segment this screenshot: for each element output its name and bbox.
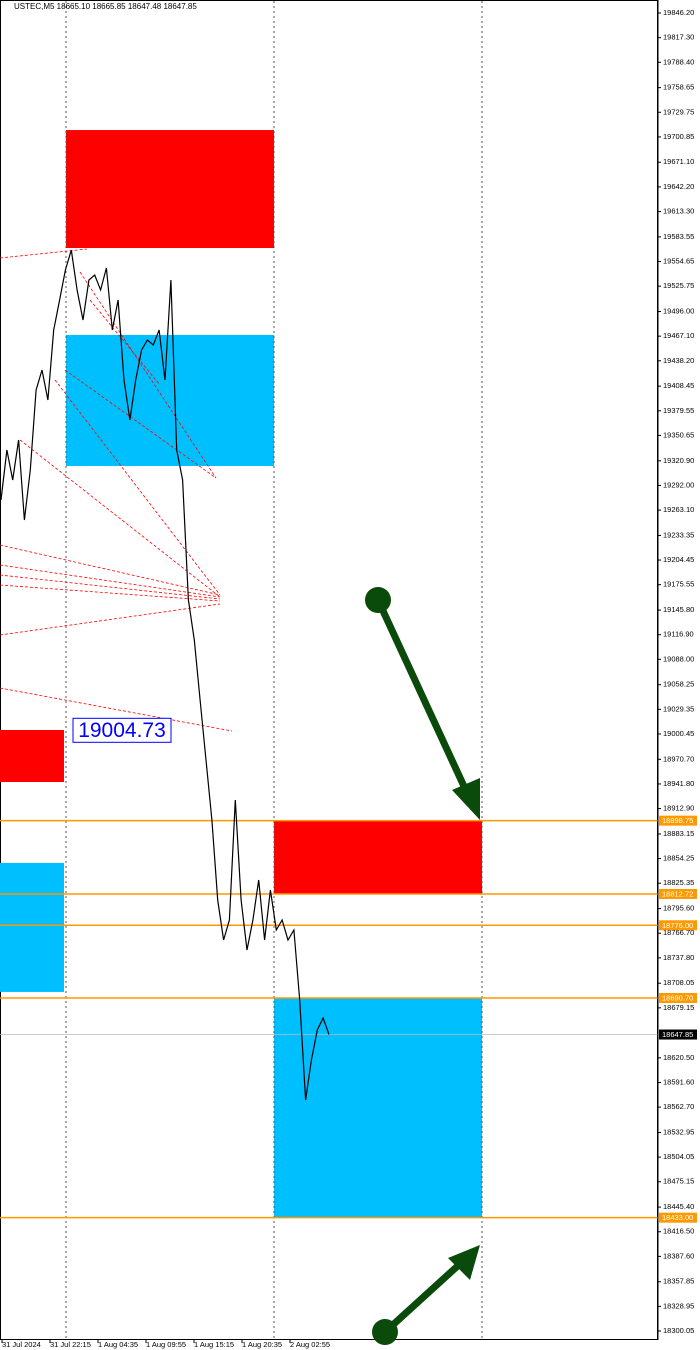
y-tick-label: 18912.90 — [663, 804, 694, 813]
price-level-tag — [659, 888, 697, 899]
y-tick-label: 19729.75 — [663, 107, 694, 116]
arrows — [365, 587, 480, 1345]
zone — [274, 820, 482, 894]
y-tick-label: 18737.80 — [663, 953, 694, 962]
y-tick-label: 19642.20 — [663, 182, 694, 191]
y-tick-label: 18532.95 — [663, 1127, 694, 1136]
price-level-label: 18690.70 — [662, 993, 693, 1002]
y-tick-label: 18854.25 — [663, 854, 694, 863]
y-tick-label: 19204.45 — [663, 555, 694, 564]
y-tick-label: 18416.50 — [663, 1227, 694, 1236]
y-tick-label: 19263.10 — [663, 505, 694, 514]
y-tick-label: 18387.60 — [663, 1251, 694, 1260]
y-tick-label: 19817.30 — [663, 33, 694, 42]
zone — [0, 729, 64, 782]
y-tick-label: 19175.55 — [663, 580, 694, 589]
y-tick-label: 19058.25 — [663, 680, 694, 689]
annotation-box — [72, 717, 172, 743]
x-tick-label: 31 Jul 22:15 — [50, 1340, 91, 1349]
current-price-label: 18647.85 — [662, 1030, 693, 1039]
y-tick-label: 19758.65 — [663, 83, 694, 92]
y-tick-label: 19438.20 — [663, 356, 694, 365]
zone — [66, 334, 274, 466]
y-tick-label: 18766.70 — [663, 928, 694, 937]
y-tick-label: 18300.05 — [663, 1326, 694, 1335]
x-tick-label: 1 Aug 20:35 — [242, 1340, 282, 1349]
current-price-tag — [659, 1029, 697, 1040]
y-tick-label: 19671.10 — [663, 157, 694, 166]
y-tick-label: 18504.05 — [663, 1152, 694, 1161]
y-tick-label: 19320.90 — [663, 456, 694, 465]
y-tick-label: 18970.70 — [663, 754, 694, 763]
y-tick-label: 18562.70 — [663, 1102, 694, 1111]
y-tick-label: 19233.35 — [663, 530, 694, 539]
header: USTEC,M5 18665.10 18665.85 18647.48 1864… — [14, 2, 197, 11]
y-tick-label: 18795.60 — [663, 904, 694, 913]
price-level-tag — [659, 920, 697, 931]
price-level-tag — [659, 1212, 697, 1223]
y-tick-label: 19700.85 — [663, 132, 694, 141]
y-tick-label: 19554.65 — [663, 257, 694, 266]
y-tick-label: 19525.75 — [663, 281, 694, 290]
y-tick-label: 18620.50 — [663, 1053, 694, 1062]
y-tick-label: 19350.65 — [663, 430, 694, 439]
y-tick-label: 18445.40 — [663, 1202, 694, 1211]
y-tick-label: 19029.35 — [663, 704, 694, 713]
y-tick-label: 19467.10 — [663, 331, 694, 340]
y-tick-label: 18941.80 — [663, 779, 694, 788]
y-tick-label: 18883.15 — [663, 829, 694, 838]
price-level-label: 18812.72 — [662, 889, 693, 898]
x-tick-label: 1 Aug 04:35 — [98, 1340, 138, 1349]
y-tick-label: 19846.20 — [663, 8, 694, 17]
price-level-tag — [659, 992, 697, 1003]
x-tick-label: 2 Aug 02:55 — [290, 1340, 330, 1349]
price-level-label: 18776.00 — [662, 921, 693, 930]
y-tick-label: 18475.15 — [663, 1177, 694, 1186]
x-tick-label: 1 Aug 09:55 — [146, 1340, 186, 1349]
zone — [0, 862, 64, 992]
zone — [274, 997, 482, 1218]
y-tick-label: 19379.55 — [663, 406, 694, 415]
y-tick-label: 18591.60 — [663, 1077, 694, 1086]
y-tick-label: 19496.00 — [663, 307, 694, 316]
y-tick-label: 18708.05 — [663, 978, 694, 987]
y-tick-label: 19000.45 — [663, 729, 694, 738]
y-tick-label: 19583.55 — [663, 232, 694, 241]
zone — [66, 130, 274, 249]
y-tick-label: 19788.40 — [663, 57, 694, 66]
y-tick-label: 19145.80 — [663, 605, 694, 614]
price-level-label: 18898.75 — [662, 816, 693, 825]
y-tick-label: 18357.85 — [663, 1277, 694, 1286]
y-tick-label: 19613.30 — [663, 207, 694, 216]
annotation: 19004.73 — [78, 719, 166, 742]
period-separators — [65, 1, 483, 1339]
y-tick-label: 19408.45 — [663, 381, 694, 390]
price-line — [0, 249, 330, 1101]
y-tick-label: 19088.00 — [663, 654, 694, 663]
y-tick-label: 18679.15 — [663, 1003, 694, 1012]
x-tick-label: 1 Aug 15:15 — [194, 1340, 234, 1349]
y-tick-label: 18825.35 — [663, 878, 694, 887]
price-level-label: 18433.00 — [662, 1213, 693, 1222]
x-tick-label: 31 Jul 2024 — [2, 1340, 41, 1349]
y-tick-label: 18328.95 — [663, 1301, 694, 1310]
y-tick-label: 19116.90 — [663, 630, 694, 639]
price-level-tag — [659, 815, 697, 826]
y-tick-label: 19292.00 — [663, 480, 694, 489]
